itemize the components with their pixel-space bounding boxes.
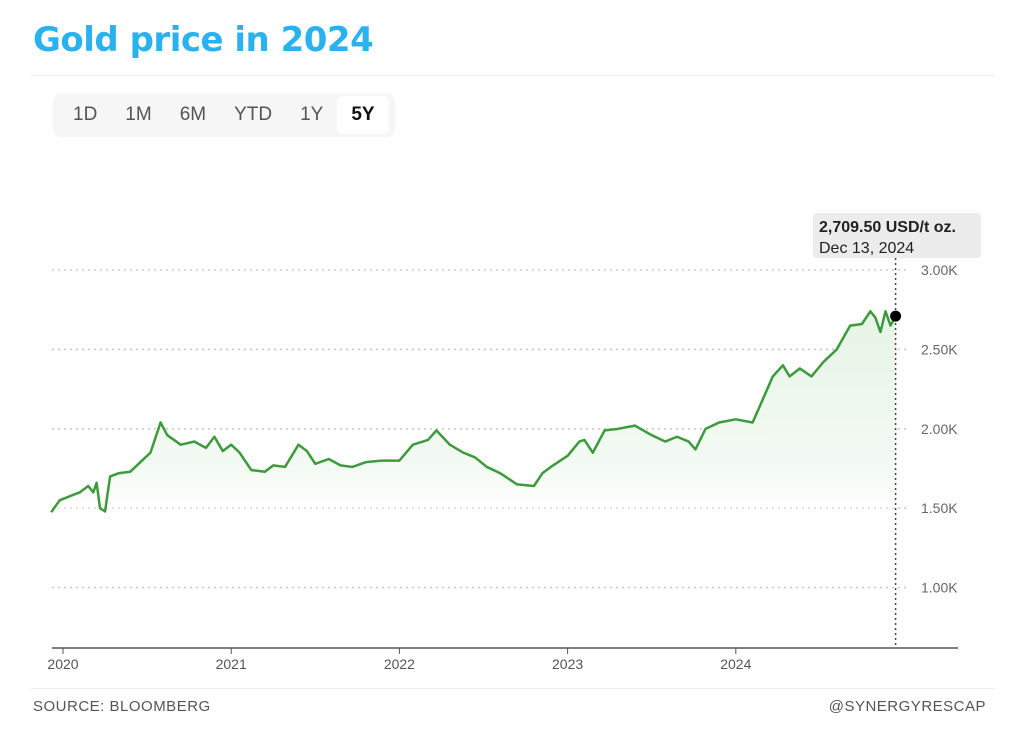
x-tick-label: 2023	[552, 656, 583, 672]
source-label: SOURCE: BLOOMBERG	[33, 698, 211, 715]
tab-1d[interactable]: 1D	[73, 104, 98, 125]
y-tick-label: 1.00K	[921, 580, 958, 596]
last-point-marker	[890, 310, 902, 322]
y-tick-label: 2.50K	[921, 341, 958, 357]
tab-6m[interactable]: 6M	[179, 104, 207, 125]
page-title: Gold price in 2024	[33, 20, 374, 60]
area-fill	[51, 311, 896, 528]
x-tick-label: 2020	[47, 656, 78, 672]
y-tick-label: 3.00K	[921, 262, 958, 278]
tooltip-date: Dec 13, 2024	[819, 240, 914, 257]
x-tick-label: 2021	[216, 656, 247, 672]
divider	[31, 75, 994, 76]
tooltip-value: 2,709.50 USD/t oz.	[819, 219, 956, 236]
tab-5y[interactable]: 5Y	[337, 96, 389, 134]
tab-1y[interactable]: 1Y	[300, 104, 324, 125]
y-tick-label: 2.00K	[921, 421, 958, 437]
range-tabs: 1D 1M 6M YTD 1Y 5Y	[53, 93, 395, 137]
handle-label: @SYNERGYRESCAP	[828, 698, 986, 715]
tab-1m[interactable]: 1M	[125, 104, 152, 125]
tooltip-box	[813, 213, 981, 258]
tab-ytd[interactable]: YTD	[234, 104, 273, 125]
x-tick-label: 2024	[720, 656, 751, 672]
footer-divider	[31, 688, 994, 689]
x-tick-label: 2022	[384, 656, 415, 672]
y-tick-label: 1.50K	[921, 500, 958, 516]
price-line	[50, 310, 897, 513]
